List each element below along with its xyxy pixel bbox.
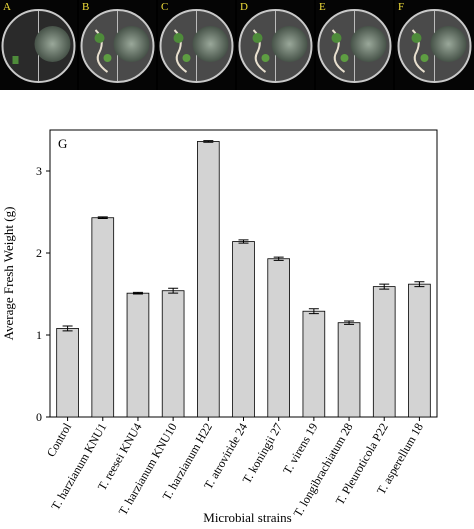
panel-letter: F xyxy=(398,1,405,13)
error-bar xyxy=(203,140,214,143)
bar xyxy=(126,292,150,418)
petri-dish-image xyxy=(80,9,155,83)
y-tick-label: 0 xyxy=(36,410,42,424)
bar xyxy=(372,286,396,418)
bar xyxy=(56,328,79,418)
bar xyxy=(197,141,220,418)
bar xyxy=(337,322,361,418)
photo-panel-e: E xyxy=(316,0,393,90)
petri-dish-image xyxy=(317,9,392,83)
photo-panel-a: A xyxy=(0,0,77,90)
bar xyxy=(267,258,290,418)
bar xyxy=(161,290,185,418)
x-tick-label: T. virens 19 xyxy=(280,421,321,477)
y-axis: 0 1 2 3 xyxy=(36,164,50,424)
petri-dish-image xyxy=(397,9,472,83)
panel-letter: D xyxy=(240,1,248,13)
y-tick-label: 3 xyxy=(36,164,42,178)
petri-dish-image xyxy=(159,9,234,83)
petri-dish-image xyxy=(1,9,76,83)
y-tick-label: 1 xyxy=(36,328,42,342)
photo-panel-f: F xyxy=(395,0,474,90)
bar xyxy=(408,283,431,418)
error-bar xyxy=(273,256,284,261)
bar xyxy=(91,217,115,418)
panel-letter: A xyxy=(3,1,11,13)
bar xyxy=(232,241,255,418)
error-bar xyxy=(97,216,108,220)
photo-panel-b: B xyxy=(79,0,156,90)
seedling-photo-strip: A B C D E F xyxy=(0,0,474,90)
x-axis-title: Microbial strains xyxy=(203,510,291,525)
photo-panel-c: C xyxy=(158,0,235,90)
error-bar xyxy=(238,239,249,244)
panel-letter: B xyxy=(82,1,90,13)
petri-dish-image xyxy=(238,9,313,83)
error-bar xyxy=(344,320,355,325)
error-bar xyxy=(168,287,179,294)
panel-letter: E xyxy=(319,1,326,13)
y-axis-title: Average Fresh Weight (g) xyxy=(1,207,16,341)
y-tick-label: 2 xyxy=(36,246,42,260)
error-bar xyxy=(62,325,73,332)
error-bar xyxy=(132,291,143,295)
photo-panel-d: D xyxy=(237,0,314,90)
error-bar xyxy=(379,283,390,290)
panel-letter: C xyxy=(161,1,169,13)
x-tick-label: Control xyxy=(44,420,75,459)
bar-series xyxy=(56,140,431,418)
error-bar xyxy=(308,308,319,315)
panel-label-g: G xyxy=(58,136,67,151)
bar xyxy=(302,310,326,418)
error-bar xyxy=(414,281,425,288)
